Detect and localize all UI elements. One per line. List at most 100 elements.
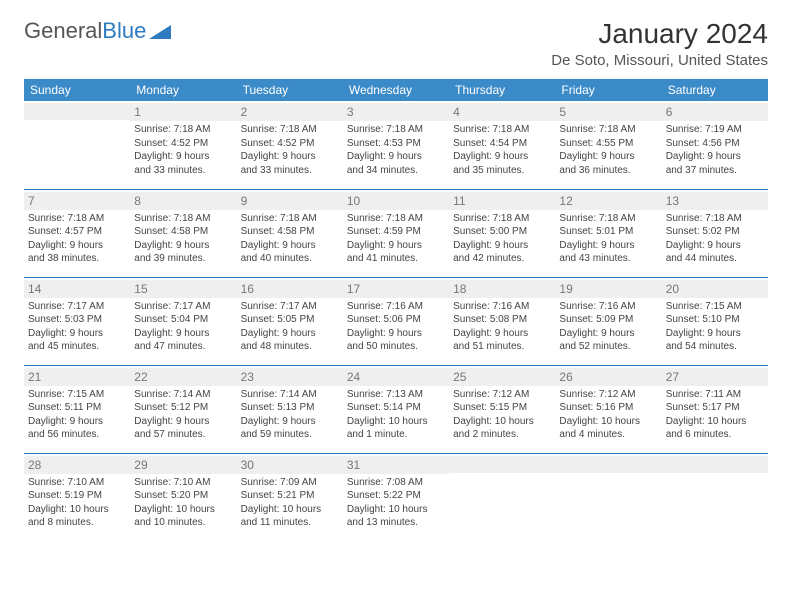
sunrise-text: Sunrise: 7:18 AM	[453, 123, 551, 137]
daylight-text: and 4 minutes.	[559, 428, 657, 442]
sunrise-text: Sunrise: 7:16 AM	[559, 300, 657, 314]
sunset-text: Sunset: 5:19 PM	[28, 489, 126, 503]
day-number: 22	[130, 368, 236, 386]
daylight-text: and 6 minutes.	[666, 428, 764, 442]
calendar-cell: 30Sunrise: 7:09 AMSunset: 5:21 PMDayligh…	[237, 453, 343, 541]
sunrise-text: Sunrise: 7:18 AM	[559, 212, 657, 226]
daylight-text: Daylight: 9 hours	[347, 150, 445, 164]
sunset-text: Sunset: 5:12 PM	[134, 401, 232, 415]
calendar-cell: 7Sunrise: 7:18 AMSunset: 4:57 PMDaylight…	[24, 189, 130, 277]
daylight-text: and 40 minutes.	[241, 252, 339, 266]
calendar-cell	[449, 453, 555, 541]
daylight-text: Daylight: 9 hours	[28, 239, 126, 253]
calendar-cell: 12Sunrise: 7:18 AMSunset: 5:01 PMDayligh…	[555, 189, 661, 277]
calendar-cell: 11Sunrise: 7:18 AMSunset: 5:00 PMDayligh…	[449, 189, 555, 277]
daylight-text: Daylight: 10 hours	[28, 503, 126, 517]
daylight-text: and 2 minutes.	[453, 428, 551, 442]
calendar-cell: 9Sunrise: 7:18 AMSunset: 4:58 PMDaylight…	[237, 189, 343, 277]
header: GeneralBlue January 2024 De Soto, Missou…	[24, 18, 768, 69]
day-number: 8	[130, 192, 236, 210]
dow-friday: Friday	[555, 79, 661, 101]
daylight-text: Daylight: 10 hours	[134, 503, 232, 517]
day-number: 28	[24, 456, 130, 474]
day-number: 1	[130, 103, 236, 121]
sunset-text: Sunset: 4:55 PM	[559, 137, 657, 151]
daylight-text: and 36 minutes.	[559, 164, 657, 178]
calendar-cell: 6Sunrise: 7:19 AMSunset: 4:56 PMDaylight…	[662, 101, 768, 189]
daylight-text: Daylight: 10 hours	[559, 415, 657, 429]
calendar-week-row: 14Sunrise: 7:17 AMSunset: 5:03 PMDayligh…	[24, 277, 768, 365]
daylight-text: and 56 minutes.	[28, 428, 126, 442]
day-number: 13	[662, 192, 768, 210]
calendar-cell: 28 Sunrise: 7:10 AMSunset: 5:19 PMDayligh…	[24, 453, 130, 541]
calendar-cell: 4Sunrise: 7:18 AMSunset: 4:54 PMDaylight…	[449, 101, 555, 189]
daylight-text: Daylight: 9 hours	[347, 327, 445, 341]
daylight-text: Daylight: 9 hours	[453, 150, 551, 164]
day-number: 11	[449, 192, 555, 210]
calendar-week-row: 7Sunrise: 7:18 AMSunset: 4:57 PMDaylight…	[24, 189, 768, 277]
daylight-text: and 37 minutes.	[666, 164, 764, 178]
calendar-cell: 19Sunrise: 7:16 AMSunset: 5:09 PMDayligh…	[555, 277, 661, 365]
daylight-text: Daylight: 9 hours	[559, 150, 657, 164]
calendar-cell: 24Sunrise: 7:13 AMSunset: 5:14 PMDayligh…	[343, 365, 449, 453]
daylight-text: Daylight: 9 hours	[241, 415, 339, 429]
calendar-cell: 31Sunrise: 7:08 AMSunset: 5:22 PMDayligh…	[343, 453, 449, 541]
day-number: 15	[130, 280, 236, 298]
daylight-text: Daylight: 9 hours	[241, 327, 339, 341]
sunset-text: Sunset: 5:02 PM	[666, 225, 764, 239]
sunset-text: Sunset: 5:09 PM	[559, 313, 657, 327]
day-number: 29	[130, 456, 236, 474]
day-number: 7	[24, 192, 130, 210]
sunrise-text: Sunrise: 7:18 AM	[134, 123, 232, 137]
day-number: 23	[237, 368, 343, 386]
sunset-text: Sunset: 4:52 PM	[241, 137, 339, 151]
day-number: 2	[237, 103, 343, 121]
logo-text-blue: Blue	[102, 18, 146, 44]
calendar-cell: 22Sunrise: 7:14 AMSunset: 5:12 PMDayligh…	[130, 365, 236, 453]
calendar-cell	[662, 453, 768, 541]
sunrise-text: Sunrise: 7:18 AM	[134, 212, 232, 226]
daylight-text: Daylight: 9 hours	[666, 150, 764, 164]
daylight-text: Daylight: 9 hours	[453, 327, 551, 341]
calendar-cell: 25Sunrise: 7:12 AMSunset: 5:15 PMDayligh…	[449, 365, 555, 453]
daylight-text: Daylight: 9 hours	[28, 327, 126, 341]
day-number: 19	[555, 280, 661, 298]
daylight-text: and 33 minutes.	[134, 164, 232, 178]
daylight-text: and 1 minute.	[347, 428, 445, 442]
sunrise-text: Sunrise: 7:16 AM	[453, 300, 551, 314]
daylight-text: and 42 minutes.	[453, 252, 551, 266]
daylight-text: and 47 minutes.	[134, 340, 232, 354]
day-number: 4	[449, 103, 555, 121]
day-number: 31	[343, 456, 449, 474]
sunrise-text: Sunrise: 7:10 AM	[28, 476, 126, 490]
sunset-text: Sunset: 5:05 PM	[241, 313, 339, 327]
sunset-text: Sunset: 5:08 PM	[453, 313, 551, 327]
daylight-text: and 44 minutes.	[666, 252, 764, 266]
daylight-text: Daylight: 9 hours	[134, 150, 232, 164]
day-number: 25	[449, 368, 555, 386]
daylight-text: and 45 minutes.	[28, 340, 126, 354]
day-number: 26	[555, 368, 661, 386]
daylight-text: and 34 minutes.	[347, 164, 445, 178]
day-number: 21	[24, 368, 130, 386]
sunrise-text: Sunrise: 7:16 AM	[347, 300, 445, 314]
daylight-text: and 33 minutes.	[241, 164, 339, 178]
sunrise-text: Sunrise: 7:18 AM	[347, 212, 445, 226]
sunset-text: Sunset: 5:16 PM	[559, 401, 657, 415]
sunrise-text: Sunrise: 7:17 AM	[241, 300, 339, 314]
sunset-text: Sunset: 4:59 PM	[347, 225, 445, 239]
calendar-cell: 2Sunrise: 7:18 AMSunset: 4:52 PMDaylight…	[237, 101, 343, 189]
calendar-cell: 8Sunrise: 7:18 AMSunset: 4:58 PMDaylight…	[130, 189, 236, 277]
sunset-text: Sunset: 5:21 PM	[241, 489, 339, 503]
dow-saturday: Saturday	[662, 79, 768, 101]
calendar-cell: 1Sunrise: 7:18 AMSunset: 4:52 PMDaylight…	[130, 101, 236, 189]
daylight-text: and 35 minutes.	[453, 164, 551, 178]
sunrise-text: Sunrise: 7:17 AM	[28, 300, 126, 314]
daylight-text: Daylight: 9 hours	[347, 239, 445, 253]
sunset-text: Sunset: 4:57 PM	[28, 225, 126, 239]
calendar-week-row: 21Sunrise: 7:15 AMSunset: 5:11 PMDayligh…	[24, 365, 768, 453]
daylight-text: Daylight: 9 hours	[134, 327, 232, 341]
sunrise-text: Sunrise: 7:08 AM	[347, 476, 445, 490]
sunrise-text: Sunrise: 7:13 AM	[347, 388, 445, 402]
page-title: January 2024	[551, 18, 768, 50]
